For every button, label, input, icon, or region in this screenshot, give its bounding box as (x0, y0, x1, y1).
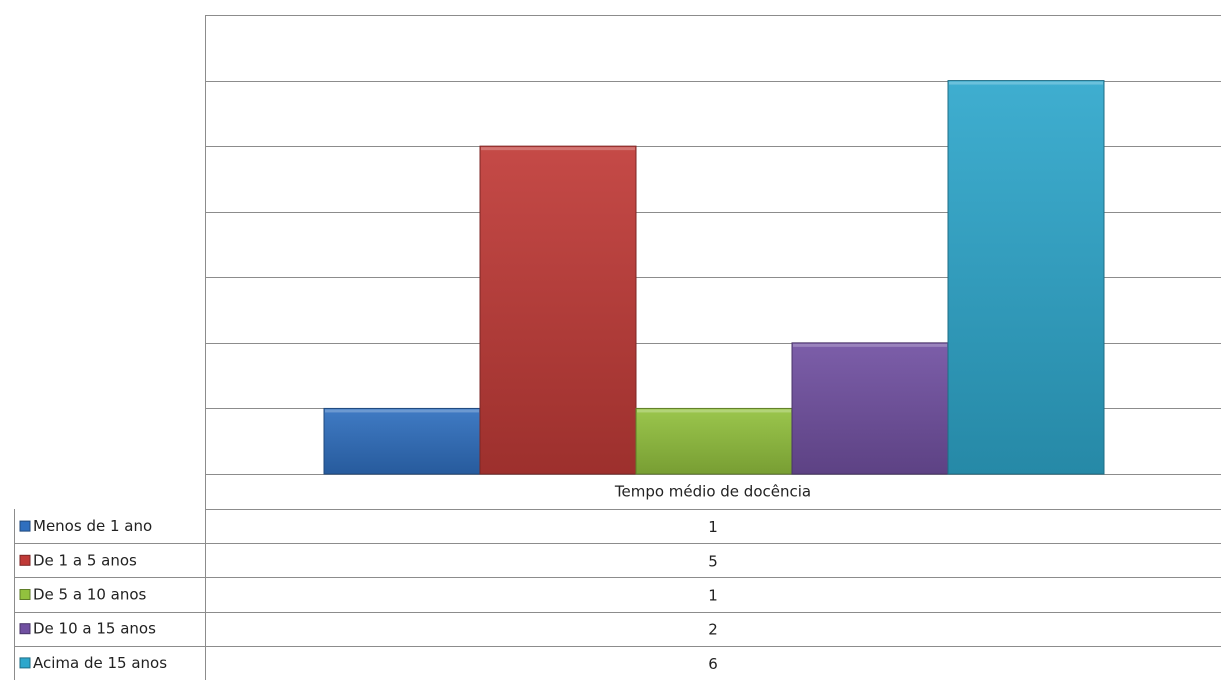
legend-swatch (19, 623, 31, 635)
legend-label: De 10 a 15 anos (33, 620, 156, 638)
data-value: 6 (708, 655, 718, 673)
category-label: Tempo médio de docência (614, 483, 811, 501)
bars (323, 80, 1105, 475)
bar-highlight (793, 343, 947, 347)
legend-swatch (19, 589, 31, 600)
bar (947, 80, 1105, 475)
data-value: 2 (708, 621, 718, 639)
data-value: 1 (708, 587, 718, 605)
legend-label: De 5 a 10 anos (33, 586, 147, 604)
legend-swatch (19, 657, 31, 669)
bar (635, 407, 793, 475)
bar-highlight (481, 147, 635, 151)
data-value: 5 (708, 552, 718, 570)
bar-highlight (637, 409, 791, 413)
data-table: Tempo médio de docência Menos de 1 ano 1 D… (14, 474, 1221, 680)
legend-swatch (19, 554, 31, 566)
legend-swatch (19, 520, 31, 532)
bar (791, 342, 949, 475)
bar-highlight (325, 409, 479, 413)
legend-label: De 1 a 5 anos (33, 551, 137, 569)
bar-highlight (949, 81, 1103, 85)
bar (479, 145, 637, 475)
legend-label: Menos de 1 ano (33, 517, 152, 535)
data-value: 1 (708, 518, 718, 536)
legend-label: Acima de 15 anos (33, 654, 167, 672)
bar (323, 407, 481, 475)
